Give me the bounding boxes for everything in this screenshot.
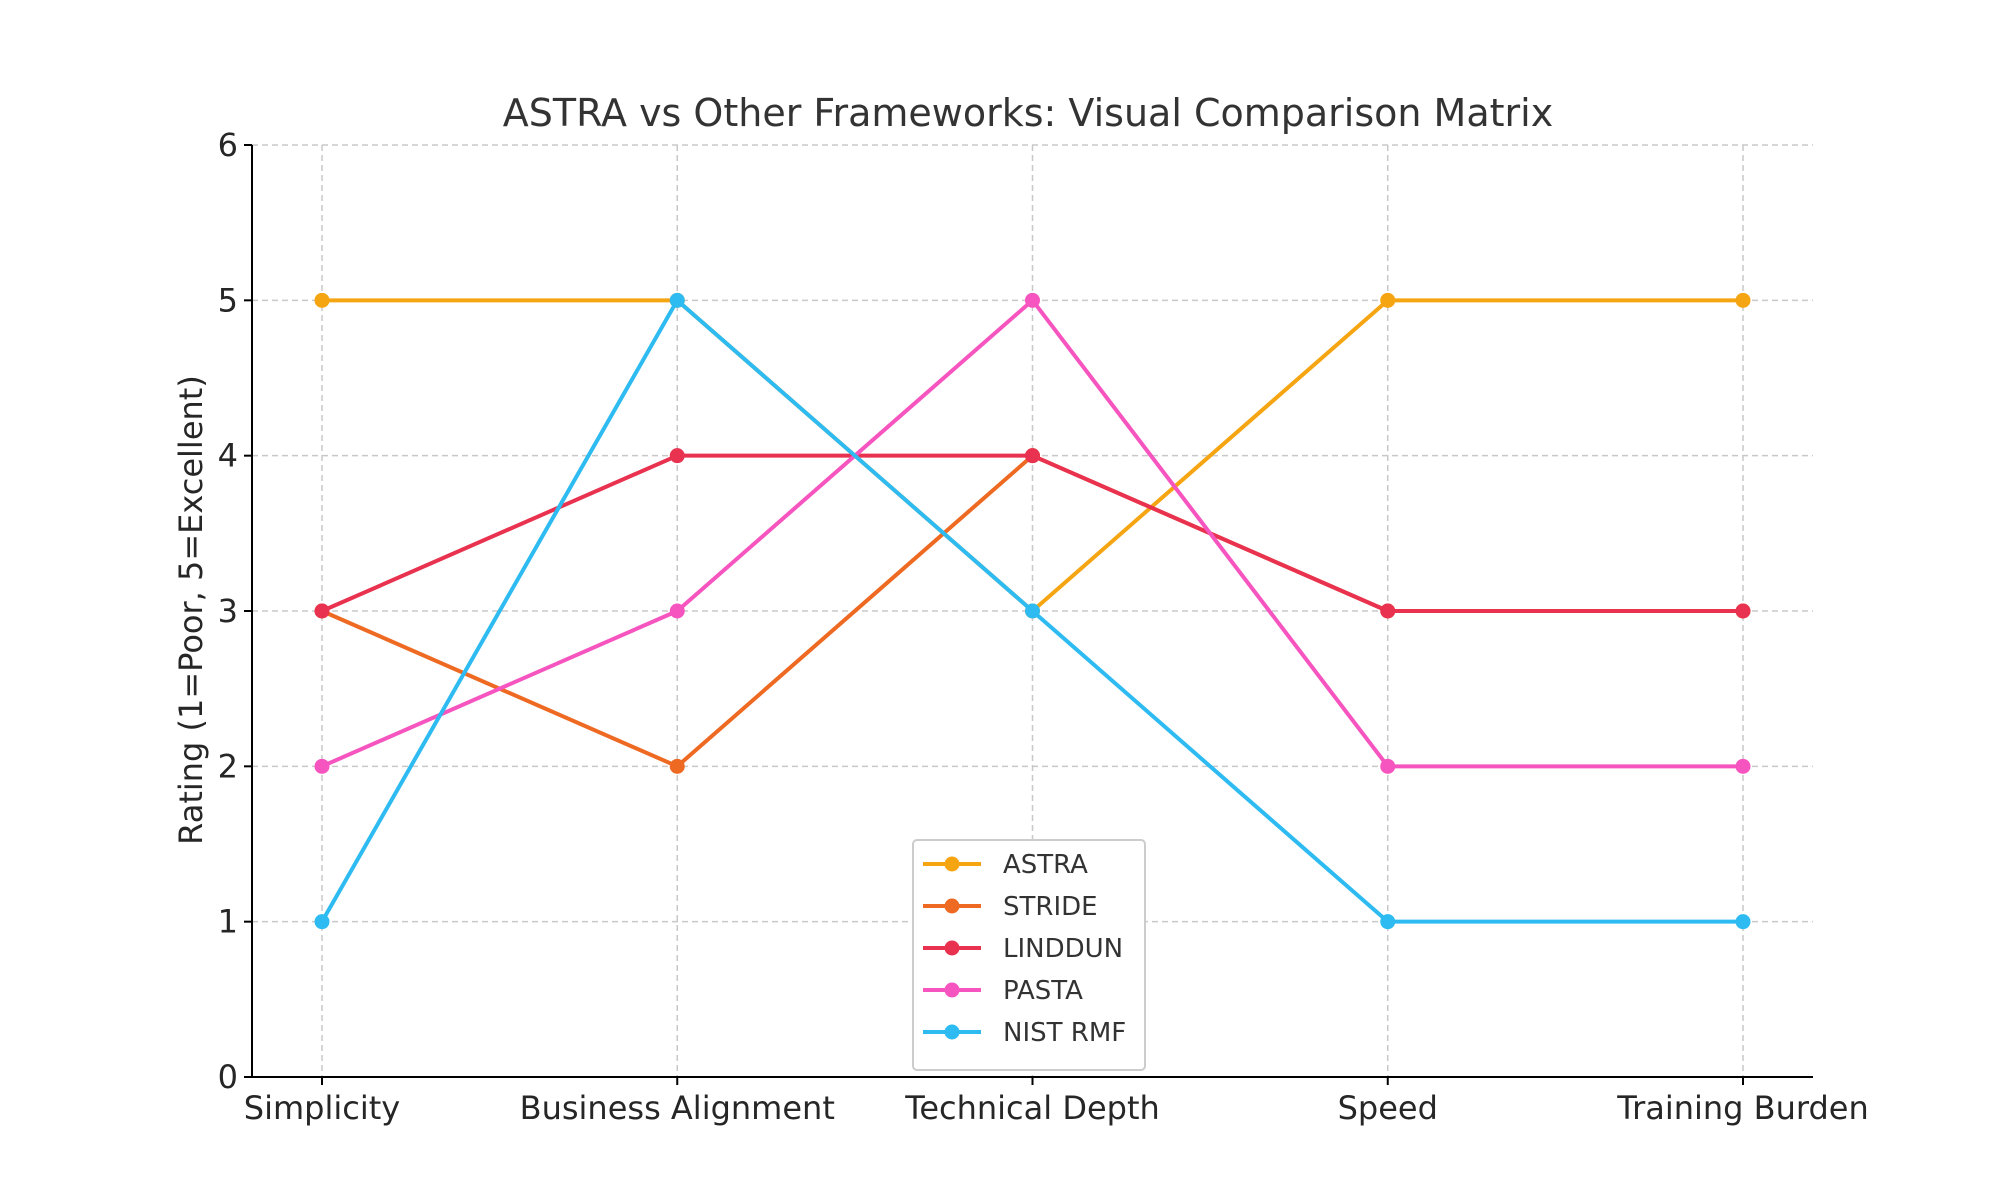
data-point — [1380, 603, 1396, 619]
legend-swatch-marker — [944, 982, 960, 998]
legend-label: NIST RMF — [1003, 1018, 1126, 1048]
axes — [244, 144, 1813, 1085]
legend-item: NIST RMF — [923, 1018, 1126, 1048]
series-linddun — [314, 448, 1751, 619]
legend-label: LINDDUN — [1003, 934, 1123, 964]
y-tick-label: 3 — [218, 592, 238, 630]
legend-item: LINDDUN — [923, 934, 1123, 964]
tick-labels: 0 1 2 3 4 5 6 Simplicity Business Alignment Techn… — [218, 126, 1869, 1127]
x-tick-label: Technical Depth — [904, 1089, 1160, 1127]
data-point — [669, 448, 685, 464]
legend-swatch-marker — [944, 940, 960, 956]
data-point — [314, 758, 330, 774]
legend-label: STRIDE — [1003, 892, 1098, 922]
legend-label: PASTA — [1003, 976, 1083, 1006]
data-point — [1025, 603, 1040, 619]
legend-item: STRIDE — [923, 892, 1098, 922]
y-axis-label: Rating (1=Poor, 5=Excellent) — [172, 375, 210, 845]
series-lines — [314, 292, 1751, 930]
y-tick-label: 4 — [218, 437, 238, 475]
legend-swatch-marker — [944, 1024, 960, 1040]
legend-swatch-marker — [944, 898, 960, 914]
x-tick-label: Speed — [1338, 1089, 1438, 1127]
legend-swatch-marker — [944, 856, 960, 872]
data-point — [314, 603, 330, 619]
data-point — [1735, 292, 1751, 308]
y-tick-label: 0 — [218, 1058, 238, 1096]
legend-item: PASTA — [923, 976, 1083, 1006]
data-point — [669, 758, 685, 774]
data-point — [1735, 914, 1751, 930]
y-tick-label: 5 — [218, 281, 238, 319]
data-point — [1735, 603, 1751, 619]
series-pasta — [314, 292, 1751, 774]
legend-box — [912, 839, 1146, 1071]
x-tick-label: Training Burden — [1616, 1089, 1869, 1127]
x-tick-label: Business Alignment — [520, 1089, 835, 1127]
legend-item: ASTRA — [923, 850, 1088, 880]
data-point — [669, 603, 685, 619]
data-point — [1380, 758, 1396, 774]
legend-label: ASTRA — [1003, 850, 1088, 880]
y-tick-label: 6 — [218, 126, 238, 164]
legend: ASTRA STRIDE LINDDUN PASTA NIST RMF — [912, 839, 1146, 1071]
data-point — [314, 914, 330, 930]
data-point — [1380, 292, 1396, 308]
data-point — [1735, 758, 1751, 774]
y-tick-label: 1 — [218, 903, 238, 941]
data-point — [1025, 292, 1040, 308]
data-point — [669, 292, 685, 308]
data-point — [1025, 448, 1040, 464]
data-point — [1380, 914, 1396, 930]
data-point — [314, 292, 330, 308]
chart-title: ASTRA vs Other Frameworks: Visual Compar… — [503, 91, 1553, 135]
y-tick-label: 2 — [218, 747, 238, 785]
series-nist-rmf — [314, 292, 1751, 930]
x-tick-label: Simplicity — [244, 1089, 400, 1127]
